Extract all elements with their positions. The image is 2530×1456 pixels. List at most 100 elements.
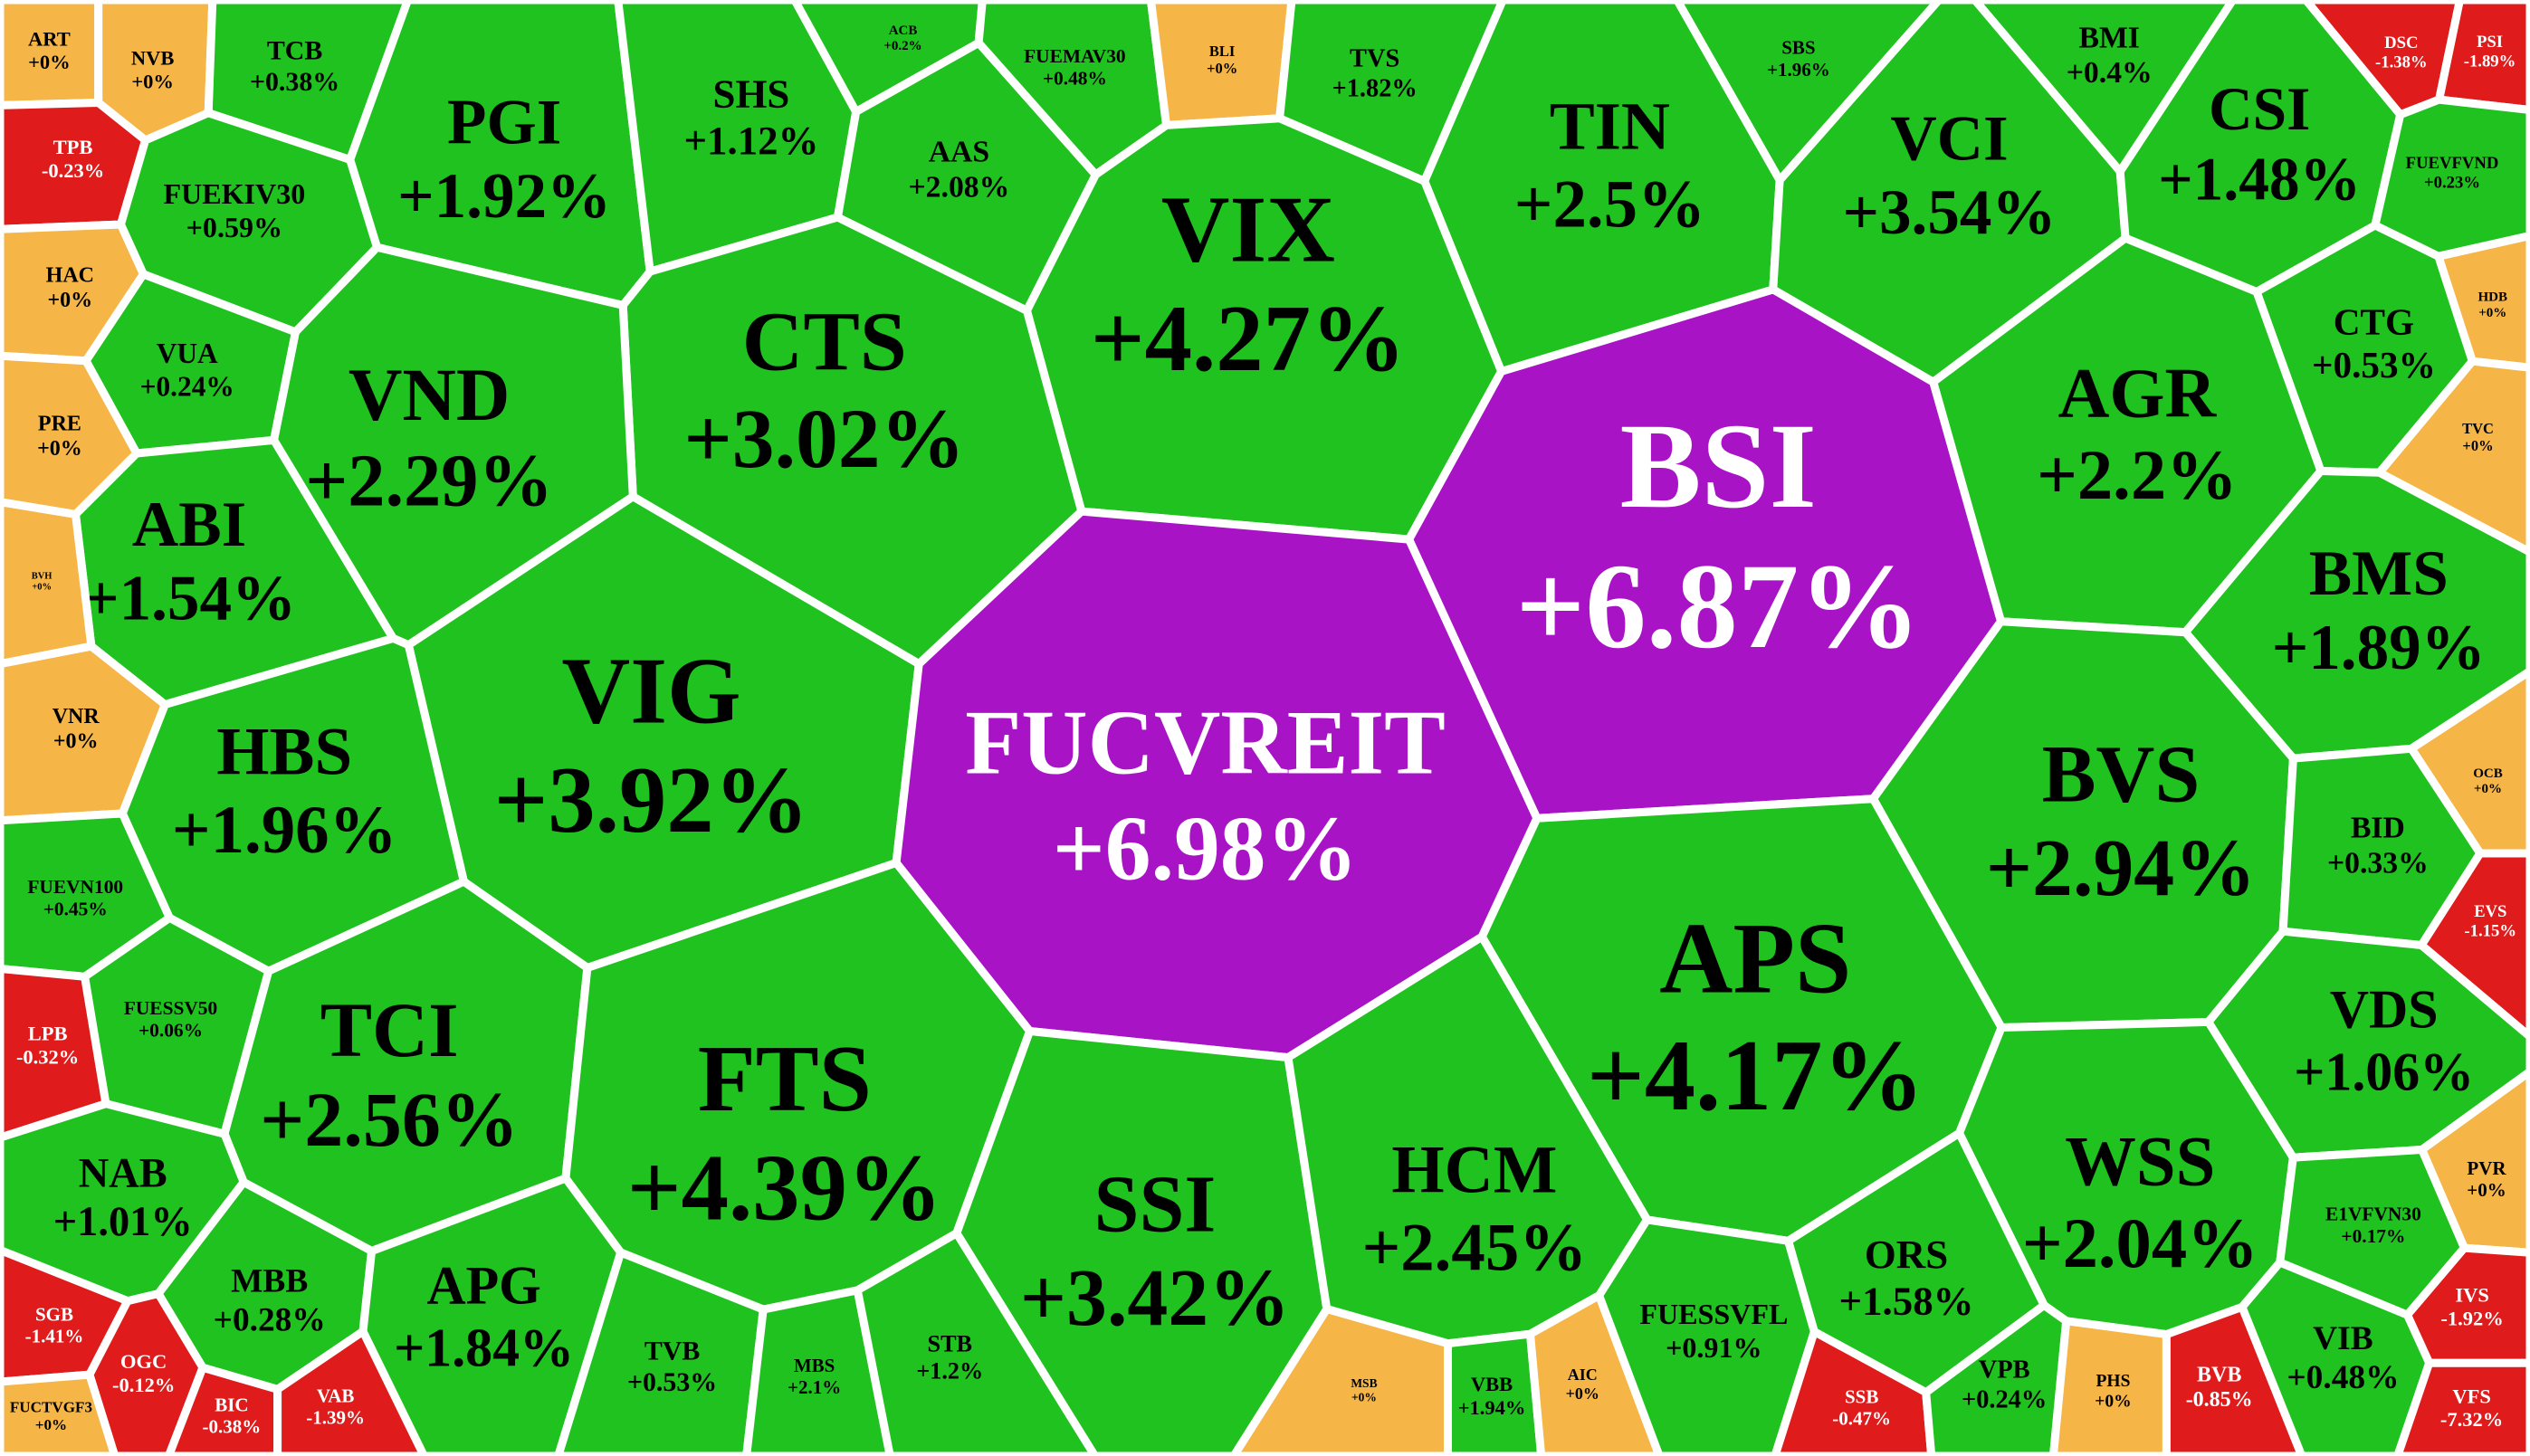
change-label: +1.06% xyxy=(2294,1042,2474,1101)
ticker: CTG xyxy=(2334,301,2414,343)
change-label: +2.1% xyxy=(788,1376,841,1398)
ticker: FUCVREIT xyxy=(965,690,1446,793)
ticker: BIC xyxy=(215,1394,248,1415)
ticker: FTS xyxy=(698,1026,872,1131)
ticker: TVC xyxy=(2462,420,2494,437)
change-label: +0% xyxy=(1351,1391,1377,1404)
change-label: +3.54% xyxy=(1843,177,2057,248)
ticker: NAB xyxy=(79,1151,167,1197)
change-label: +0.59% xyxy=(186,211,283,243)
ticker: VCI xyxy=(1890,103,2008,174)
change-label: +1.84% xyxy=(394,1318,574,1377)
ticker: FUESSVFL xyxy=(1639,1298,1788,1330)
ticker: WSS xyxy=(2065,1123,2215,1202)
change-label: +0.23% xyxy=(2424,173,2480,192)
ticker: LPB xyxy=(28,1022,68,1044)
change-label: +0% xyxy=(1207,60,1237,77)
ticker: MSB xyxy=(1351,1376,1377,1390)
change-label: -1.15% xyxy=(2464,922,2516,941)
change-label: +0.48% xyxy=(2287,1359,2399,1396)
ticker: PHS xyxy=(2096,1372,2131,1391)
change-label: +2.94% xyxy=(1986,823,2256,913)
ticker: E1VFVN30 xyxy=(2325,1204,2421,1225)
ticker: TVB xyxy=(644,1337,701,1366)
change-label: +1.12% xyxy=(683,118,818,163)
ticker: SGB xyxy=(35,1304,73,1326)
cell xyxy=(853,1229,1100,1456)
change-label: +1.58% xyxy=(1839,1278,1974,1323)
ticker: FUCTVGF3 xyxy=(10,1399,92,1416)
change-label: +0.06% xyxy=(138,1020,203,1042)
change-label: +1.92% xyxy=(397,161,611,232)
change-label: +2.2% xyxy=(2037,436,2238,515)
change-label: +0.33% xyxy=(2327,846,2429,880)
ticker: VNR xyxy=(53,705,100,728)
change-label: +1.96% xyxy=(1767,59,1830,81)
change-label: +0% xyxy=(37,437,82,461)
change-label: +0.2% xyxy=(883,39,921,53)
change-label: -0.85% xyxy=(2186,1388,2253,1412)
ticker: VUA xyxy=(157,338,218,369)
change-label: +3.02% xyxy=(683,393,965,486)
change-label: -1.38% xyxy=(2375,53,2428,72)
ticker: TPB xyxy=(53,136,93,158)
ticker: VAB xyxy=(317,1385,355,1406)
ticker: HBS xyxy=(216,715,352,790)
change-label: +0% xyxy=(2474,782,2502,796)
change-label: -0.38% xyxy=(202,1416,261,1438)
change-label: +0.24% xyxy=(1962,1385,2047,1413)
ticker: HAC xyxy=(46,264,94,288)
ticker: AIC xyxy=(1568,1366,1598,1384)
change-label: +1.54% xyxy=(82,564,296,634)
ticker: MBS xyxy=(794,1355,835,1376)
ticker: VND xyxy=(348,354,511,436)
change-label: +0.17% xyxy=(2341,1225,2405,1247)
cell xyxy=(0,1370,119,1456)
ticker: STB xyxy=(928,1330,973,1356)
change-label: +0.53% xyxy=(627,1367,717,1397)
ticker: FUEMAV30 xyxy=(1024,45,1126,67)
change-label: -7.32% xyxy=(2440,1408,2503,1431)
change-label: -1.92% xyxy=(2440,1307,2503,1329)
ticker: CSI xyxy=(2209,75,2310,143)
change-label: -1.41% xyxy=(25,1326,84,1347)
ticker: BMI xyxy=(2079,21,2140,54)
ticker: BSI xyxy=(1620,399,1817,534)
ticker: TVS xyxy=(1350,45,1399,73)
change-label: +6.98% xyxy=(1053,796,1358,899)
change-label: +1.82% xyxy=(1332,74,1418,102)
change-label: +1.94% xyxy=(1458,1396,1526,1419)
change-label: +0.91% xyxy=(1666,1331,1762,1364)
ticker: VIX xyxy=(1161,177,1335,282)
change-label: +1.2% xyxy=(916,1357,983,1384)
cell xyxy=(2393,1358,2530,1456)
ticker: VBB xyxy=(1471,1373,1513,1395)
change-label: -0.12% xyxy=(112,1374,175,1396)
change-label: +0% xyxy=(1566,1385,1599,1403)
ticker: SBS xyxy=(1781,37,1815,59)
change-label: +0.45% xyxy=(43,899,108,920)
ticker: SSI xyxy=(1094,1159,1217,1249)
change-label: +4.27% xyxy=(1091,286,1406,391)
ticker: OGC xyxy=(120,1350,167,1373)
ticker: PVR xyxy=(2467,1157,2506,1179)
change-label: +2.29% xyxy=(305,439,553,521)
ticker: OCB xyxy=(2473,766,2503,781)
change-label: +0% xyxy=(35,1416,67,1433)
ticker: PSI xyxy=(2477,33,2503,52)
ticker: VFS xyxy=(2452,1385,2491,1407)
ticker: APS xyxy=(1659,903,1851,1015)
ticker: BVS xyxy=(2042,730,2201,820)
ticker: HDB xyxy=(2478,290,2508,305)
change-label: +1.48% xyxy=(2158,145,2361,213)
ticker: PRE xyxy=(38,413,81,436)
change-label: +0.38% xyxy=(250,67,339,97)
ticker: SHS xyxy=(713,71,790,116)
change-label: +3.92% xyxy=(494,747,809,852)
change-label: +1.89% xyxy=(2272,613,2486,683)
change-label: -1.89% xyxy=(2464,52,2516,71)
change-label: +0% xyxy=(48,289,93,312)
ticker: NVB xyxy=(131,46,175,69)
change-label: +1.01% xyxy=(53,1199,193,1245)
